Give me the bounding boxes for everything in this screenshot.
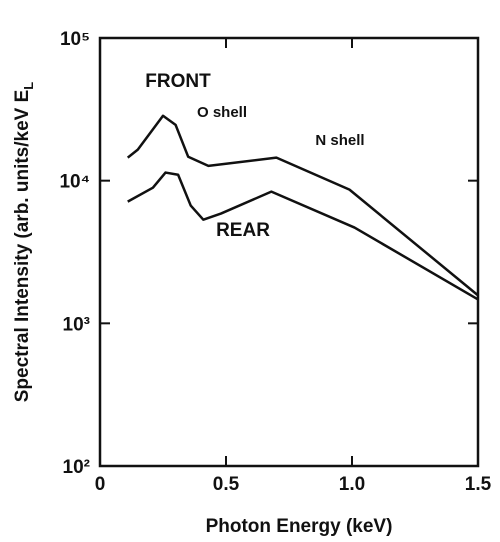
x-tick-label: 0 — [95, 474, 106, 495]
annotation: O shell — [197, 104, 247, 121]
y-tick-label: 10⁵ — [60, 29, 90, 50]
x-tick-label: 0.5 — [213, 474, 240, 495]
y-axis-label: Spectral Intensity (arb. units/keV EL — [12, 82, 36, 403]
plot-frame — [98, 36, 480, 468]
series-line — [127, 171, 479, 301]
x-tick-label: 1.5 — [465, 474, 492, 495]
x-axis-label: Photon Energy (keV) — [206, 516, 393, 537]
series-label: REAR — [216, 220, 270, 241]
y-axis-label-sub: L — [21, 82, 36, 90]
series-label: FRONT — [145, 71, 211, 92]
x-tick-label: 1.0 — [339, 474, 365, 495]
y-axis-label-text: Spectral Intensity (arb. units/keV E — [12, 90, 33, 403]
y-tick-label: 10³ — [63, 314, 90, 335]
y-tick-label: 10² — [63, 457, 90, 478]
y-tick-label: 10⁴ — [59, 172, 90, 193]
series-line — [126, 114, 479, 297]
annotation: N shell — [315, 132, 364, 149]
